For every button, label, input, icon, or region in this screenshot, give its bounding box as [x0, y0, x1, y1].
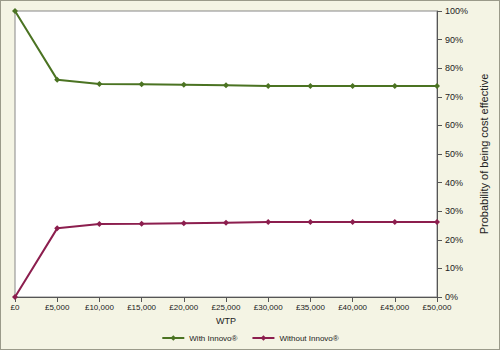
svg-text:£20,000: £20,000 [169, 303, 198, 312]
svg-text:£40,000: £40,000 [338, 303, 367, 312]
svg-text:£50,000: £50,000 [423, 303, 452, 312]
svg-text:£30,000: £30,000 [254, 303, 283, 312]
svg-text:10%: 10% [445, 263, 463, 273]
svg-text:Probability of being cost effe: Probability of being cost effective [478, 74, 490, 235]
svg-text:100%: 100% [445, 6, 468, 16]
svg-text:£45,000: £45,000 [380, 303, 409, 312]
svg-text:50%: 50% [445, 149, 463, 159]
svg-text:With Innovo®: With Innovo® [189, 334, 237, 343]
svg-text:30%: 30% [445, 206, 463, 216]
svg-text:£25,000: £25,000 [212, 303, 241, 312]
svg-text:60%: 60% [445, 120, 463, 130]
svg-text:90%: 90% [445, 35, 463, 45]
svg-text:40%: 40% [445, 178, 463, 188]
svg-text:0%: 0% [445, 292, 458, 302]
svg-text:£0: £0 [11, 303, 20, 312]
svg-text:£15,000: £15,000 [127, 303, 156, 312]
svg-text:20%: 20% [445, 235, 463, 245]
svg-text:WTP: WTP [216, 316, 236, 326]
svg-text:£35,000: £35,000 [296, 303, 325, 312]
svg-text:£10,000: £10,000 [85, 303, 114, 312]
svg-text:70%: 70% [445, 92, 463, 102]
svg-text:Without Innovo®: Without Innovo® [279, 334, 338, 343]
svg-text:£5,000: £5,000 [45, 303, 70, 312]
svg-text:80%: 80% [445, 63, 463, 73]
